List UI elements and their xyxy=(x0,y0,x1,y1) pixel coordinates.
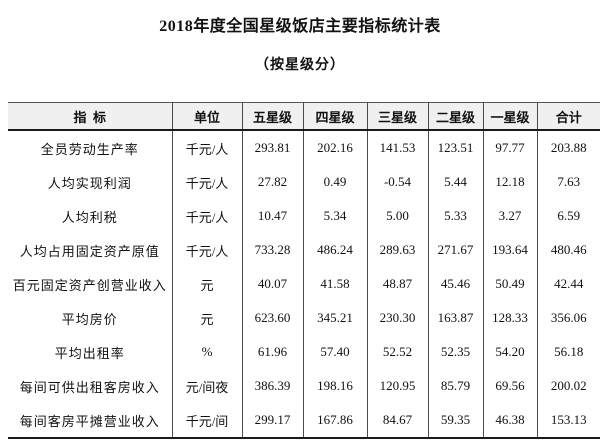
value-cell: 5.33 xyxy=(427,199,483,233)
value-cell: 623.60 xyxy=(241,301,303,335)
indicator-cell: 人均占用固定资产原值 xyxy=(19,243,160,259)
table-body: 全员劳动生产率 千元/人 293.81 202.16 141.53 123.51 97.77… xyxy=(8,130,600,438)
statistics-table: 指 标单位 五星级 四星级 三星级 二星级 一星级 合计 全员劳动生产率 千元/人 293.81… xyxy=(8,102,600,439)
unit-cell: 千元/人 xyxy=(171,130,242,165)
unit-cell: 元 xyxy=(171,301,242,335)
indicator-cell: 平均房价 xyxy=(61,311,118,327)
value-cell: 202.16 xyxy=(302,130,367,165)
value-cell: 85.79 xyxy=(427,369,483,403)
unit-cell: 千元/人 xyxy=(171,165,242,199)
indicator-cell: 每间客房平摊营业收入 xyxy=(19,413,160,429)
column-header-3: 五星级 xyxy=(241,102,303,131)
value-cell: 5.34 xyxy=(302,199,367,233)
table-row: 人均实现利润 千元/人 27.82 0.49 -0.54 5.44 12.18 7.63 xyxy=(8,165,600,199)
unit-cell: % xyxy=(171,335,242,369)
table-row: 百元固定资产创营业收入元 40.07 41.58 48.87 45.46 50.49 42.… xyxy=(8,267,600,301)
value-cell: 61.96 xyxy=(241,335,303,369)
value-cell: 299.17 xyxy=(241,403,303,438)
value-cell: 52.52 xyxy=(366,335,428,369)
value-cell: 271.67 xyxy=(427,233,483,267)
value-cell: 5.00 xyxy=(366,199,428,233)
value-cell: 203.88 xyxy=(536,130,600,165)
value-cell: 153.13 xyxy=(536,403,600,438)
value-cell: 141.53 xyxy=(366,130,428,165)
value-cell: 12.18 xyxy=(482,165,537,199)
table-row: 全员劳动生产率 千元/人 293.81 202.16 141.53 123.51 97.77… xyxy=(8,130,600,165)
value-cell: 40.07 xyxy=(241,267,303,301)
indicator-cell: 人均利税 xyxy=(61,209,118,225)
value-cell: 198.16 xyxy=(302,369,367,403)
table-row: 每间客房平摊营业收入 千元/间 299.17 167.86 84.67 59.35 46.3… xyxy=(8,403,600,438)
value-cell: 733.28 xyxy=(241,233,303,267)
value-cell: 84.67 xyxy=(366,403,428,438)
value-cell: 3.27 xyxy=(482,199,537,233)
table-header: 指 标单位 五星级 四星级 三星级 二星级 一星级 合计 xyxy=(8,102,600,131)
table-row: 平均出租率% 61.96 57.40 52.52 52.35 54.20 56.18 xyxy=(8,335,600,369)
value-cell: 57.40 xyxy=(302,335,367,369)
value-cell: 56.18 xyxy=(536,335,600,369)
value-cell: 41.58 xyxy=(302,267,367,301)
value-cell: 167.86 xyxy=(302,403,367,438)
indicator-cell: 百元固定资产创营业收入 xyxy=(12,277,167,293)
value-cell: 356.06 xyxy=(536,301,600,335)
column-header-8: 合计 xyxy=(536,102,600,131)
value-cell: 193.64 xyxy=(482,233,537,267)
value-cell: 45.46 xyxy=(427,267,483,301)
value-cell: 230.30 xyxy=(366,301,428,335)
value-cell: 42.44 xyxy=(536,267,600,301)
value-cell: 69.56 xyxy=(482,369,537,403)
value-cell: 54.20 xyxy=(482,335,537,369)
value-cell: 5.44 xyxy=(427,165,483,199)
value-cell: 52.35 xyxy=(427,335,483,369)
column-header-2: 单位 xyxy=(171,102,242,131)
value-cell: 163.87 xyxy=(427,301,483,335)
table-row: 每间可供出租客房收入 元/间夜 386.39 198.16 120.95 85.79 69.… xyxy=(8,369,600,403)
value-cell: 6.59 xyxy=(536,199,600,233)
value-cell: 293.81 xyxy=(241,130,303,165)
unit-cell: 元 xyxy=(171,267,242,301)
value-cell: 486.24 xyxy=(302,233,367,267)
column-header-7: 一星级 xyxy=(482,102,537,131)
indicator-cell: 每间可供出租客房收入 xyxy=(19,379,160,395)
table-row: 人均利税 千元/人 10.47 5.34 5.00 5.33 3.27 6.59 xyxy=(8,199,600,233)
indicator-cell: 全员劳动生产率 xyxy=(40,141,139,157)
value-cell: 7.63 xyxy=(536,165,600,199)
page-subtitle: （按星级分） xyxy=(255,58,345,73)
value-cell: 10.47 xyxy=(241,199,303,233)
table-row: 人均占用固定资产原值 千元/人 733.28 486.24 289.63 271.67 19… xyxy=(8,233,600,267)
value-cell: 59.35 xyxy=(427,403,483,438)
value-cell: 345.21 xyxy=(302,301,367,335)
value-cell: 128.33 xyxy=(482,301,537,335)
indicator-cell: 平均出租率 xyxy=(54,345,125,361)
page-title: 2018年度全国星级饭店主要指标统计表 xyxy=(159,18,441,35)
table-header-row: 指 标单位 五星级 四星级 三星级 二星级 一星级 合计 xyxy=(8,102,600,131)
value-cell: 289.63 xyxy=(366,233,428,267)
unit-cell: 千元/人 xyxy=(171,233,242,267)
column-header-1: 指 标 xyxy=(8,102,172,131)
value-cell: 200.02 xyxy=(536,369,600,403)
value-cell: 120.95 xyxy=(366,369,428,403)
value-cell: 48.87 xyxy=(366,267,428,301)
column-header-6: 二星级 xyxy=(427,102,483,131)
value-cell: 480.46 xyxy=(536,233,600,267)
value-cell: 27.82 xyxy=(241,165,303,199)
value-cell: 386.39 xyxy=(241,369,303,403)
column-header-4: 四星级 xyxy=(302,102,367,131)
table-row: 平均房价 元 623.60 345.21 230.30 163.87 128.33 356.0… xyxy=(8,301,600,335)
value-cell: 50.49 xyxy=(482,267,537,301)
indicator-cell: 人均实现利润 xyxy=(47,175,132,191)
value-cell: -0.54 xyxy=(366,165,428,199)
value-cell: 97.77 xyxy=(482,130,537,165)
column-header-5: 三星级 xyxy=(366,102,428,131)
value-cell: 123.51 xyxy=(427,130,483,165)
unit-cell: 元/间夜 xyxy=(171,369,242,403)
value-cell: 0.49 xyxy=(302,165,367,199)
value-cell: 46.38 xyxy=(482,403,537,438)
unit-cell: 千元/人 xyxy=(171,199,242,233)
unit-cell: 千元/间 xyxy=(171,403,242,438)
